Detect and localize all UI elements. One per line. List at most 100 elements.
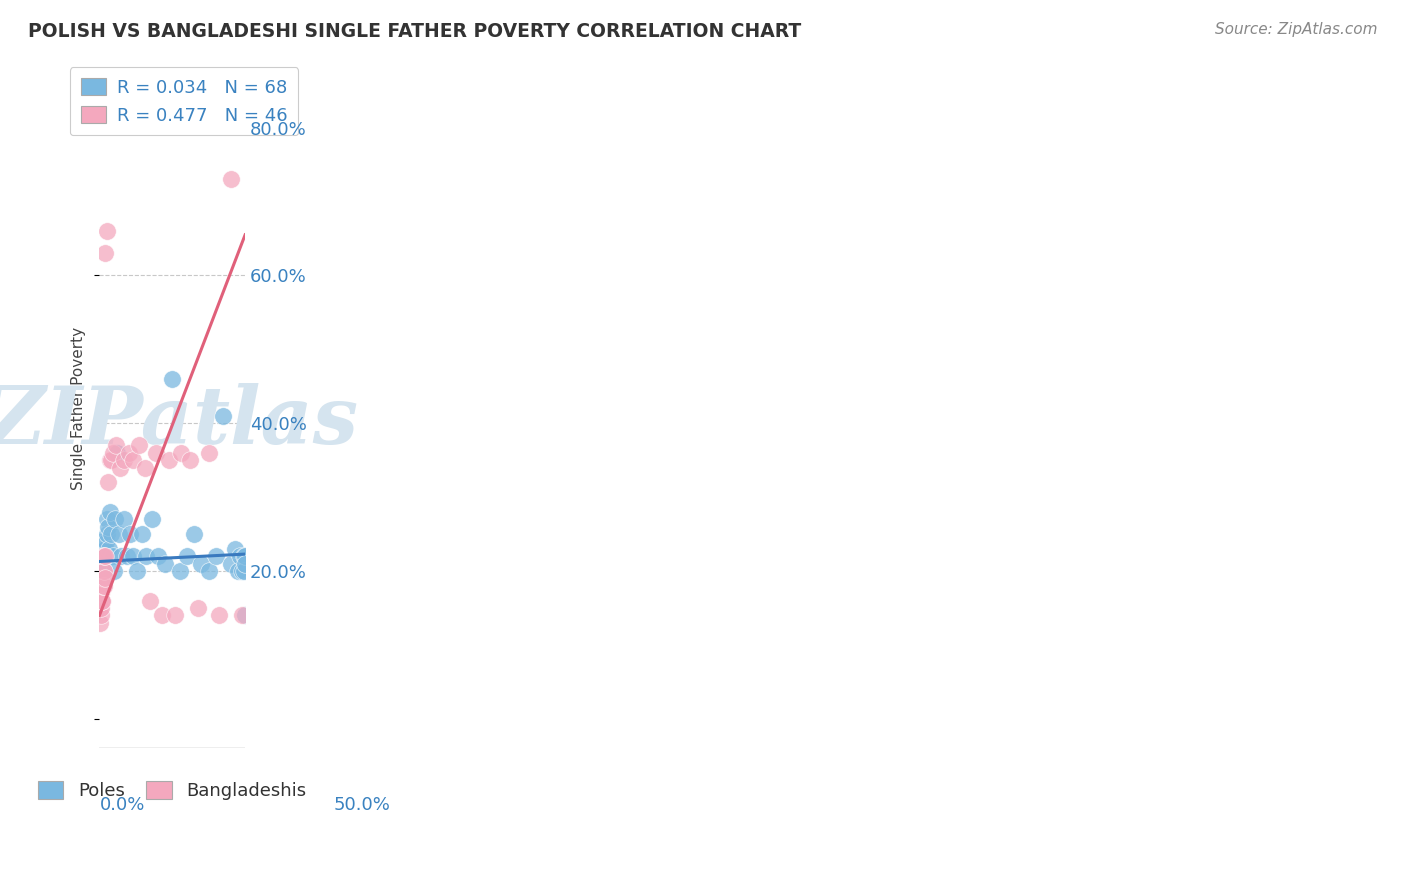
Point	[150, 608, 173, 623]
Text: POLISH VS BANGLADESHI SINGLE FATHER POVERTY CORRELATION CHART: POLISH VS BANGLADESHI SINGLE FATHER POVE…	[28, 22, 801, 41]
Point	[105, 438, 128, 452]
Point	[135, 549, 157, 564]
Point	[183, 527, 205, 541]
Point	[169, 564, 191, 578]
Point	[122, 453, 145, 467]
Point	[91, 549, 114, 564]
Point	[112, 453, 135, 467]
Point	[91, 579, 114, 593]
Point	[93, 549, 115, 564]
Point	[145, 446, 167, 460]
Point	[212, 409, 235, 423]
Point	[117, 446, 139, 460]
Point	[90, 564, 112, 578]
Point	[219, 172, 242, 186]
Point	[96, 527, 118, 541]
Point	[90, 601, 112, 615]
Point	[89, 549, 111, 564]
Point	[90, 557, 112, 571]
Point	[98, 505, 121, 519]
Point	[94, 541, 117, 556]
Point	[94, 246, 117, 260]
Point	[93, 564, 115, 578]
Point	[89, 586, 111, 600]
Point	[93, 564, 115, 578]
Point	[231, 608, 253, 623]
Point	[146, 549, 169, 564]
Point	[115, 549, 138, 564]
Point	[170, 446, 193, 460]
Point	[98, 453, 121, 467]
Point	[90, 557, 112, 571]
Text: 0.0%: 0.0%	[100, 796, 145, 814]
Point	[208, 608, 231, 623]
Point	[90, 579, 112, 593]
Point	[224, 541, 246, 556]
Point	[122, 549, 145, 564]
Point	[89, 534, 111, 549]
Point	[90, 593, 112, 607]
Point	[90, 593, 112, 607]
Legend: Poles, Bangladeshis: Poles, Bangladeshis	[31, 774, 314, 807]
Point	[91, 572, 114, 586]
Point	[187, 601, 209, 615]
Point	[90, 541, 112, 556]
Text: 50.0%: 50.0%	[333, 796, 391, 814]
Point	[93, 549, 115, 564]
Y-axis label: Single Father Poverty: Single Father Poverty	[72, 327, 86, 490]
Point	[91, 541, 114, 556]
Point	[176, 549, 198, 564]
Point	[94, 549, 117, 564]
Point	[93, 557, 115, 571]
Point	[101, 549, 124, 564]
Point	[93, 572, 115, 586]
Point	[197, 446, 219, 460]
Point	[89, 615, 111, 630]
Point	[90, 541, 112, 556]
Point	[139, 593, 162, 607]
Point	[112, 512, 135, 526]
Point	[93, 579, 115, 593]
Point	[233, 549, 256, 564]
Point	[100, 527, 122, 541]
Point	[90, 608, 112, 623]
Point	[205, 549, 228, 564]
Point	[197, 564, 219, 578]
Point	[153, 557, 176, 571]
Point	[91, 572, 114, 586]
Point	[118, 527, 141, 541]
Point	[233, 557, 256, 571]
Point	[131, 527, 153, 541]
Point	[98, 541, 121, 556]
Point	[89, 564, 111, 578]
Point	[94, 534, 117, 549]
Point	[128, 438, 150, 452]
Point	[91, 549, 114, 564]
Point	[91, 593, 114, 607]
Point	[110, 549, 132, 564]
Point	[127, 564, 149, 578]
Point	[108, 527, 131, 541]
Point	[96, 512, 118, 526]
Point	[179, 453, 201, 467]
Point	[226, 564, 249, 578]
Point	[96, 224, 118, 238]
Point	[190, 557, 212, 571]
Point	[89, 549, 111, 564]
Point	[90, 557, 112, 571]
Point	[232, 549, 254, 564]
Point	[104, 512, 127, 526]
Point	[90, 549, 112, 564]
Point	[90, 564, 112, 578]
Point	[233, 608, 256, 623]
Point	[103, 446, 125, 460]
Point	[97, 520, 120, 534]
Point	[165, 608, 187, 623]
Point	[89, 601, 111, 615]
Text: Source: ZipAtlas.com: Source: ZipAtlas.com	[1215, 22, 1378, 37]
Point	[91, 549, 114, 564]
Point	[89, 572, 111, 586]
Point	[91, 557, 114, 571]
Point	[229, 549, 252, 564]
Point	[91, 579, 114, 593]
